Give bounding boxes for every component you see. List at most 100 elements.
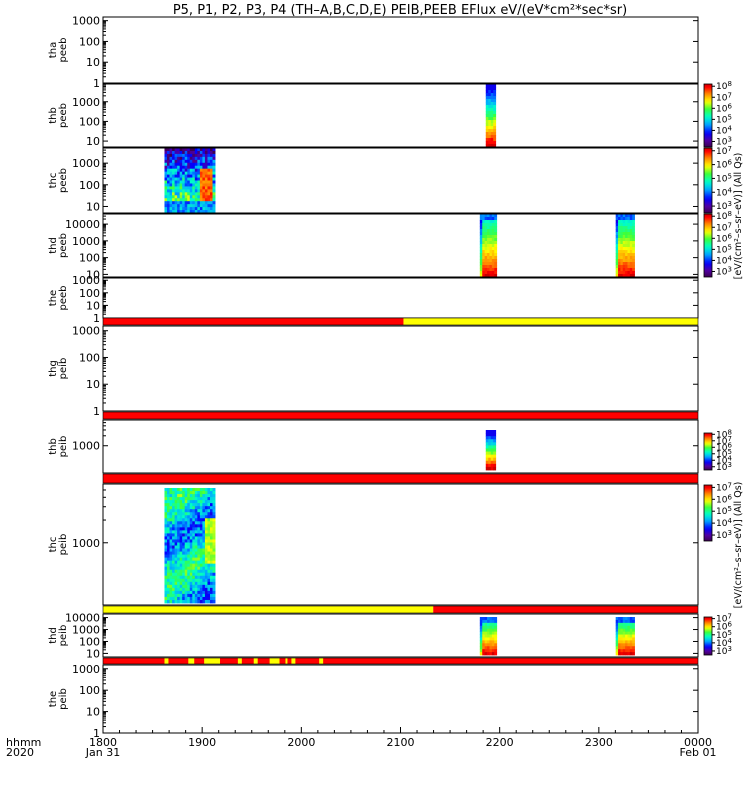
y-tick-label: 100 bbox=[79, 179, 100, 192]
colorbar-exponent: 6 bbox=[727, 102, 732, 110]
panel-label-probe: thd bbox=[48, 237, 59, 254]
colorbar-exponent: 8 bbox=[727, 210, 731, 218]
panel-label-instrument: peib bbox=[58, 625, 69, 647]
colorbar-exponent: 3 bbox=[727, 461, 731, 469]
panel-label-probe: thg bbox=[48, 360, 59, 377]
y-tick-label: 1000 bbox=[72, 325, 100, 338]
colorbar-exponent: 4 bbox=[727, 637, 732, 645]
colorbar-exponent: 3 bbox=[727, 200, 731, 208]
mode-bar-segment bbox=[103, 412, 698, 419]
colorbar-gradient bbox=[703, 83, 713, 148]
colorbar-tick-label: 107 bbox=[716, 481, 732, 493]
y-tick-label: 1000 bbox=[72, 274, 100, 287]
colorbar-tick-label: 104 bbox=[716, 186, 732, 198]
colorbar-tick-label: 103 bbox=[716, 200, 732, 212]
x-axis: hhmm 2020 Jan 31 Feb 01 1800 1900 2000 2100… bbox=[6, 727, 716, 759]
colorbar-gradient bbox=[703, 213, 713, 278]
colorbar-tick-label: 107 bbox=[716, 435, 732, 447]
panel-label-instrument: peib bbox=[58, 358, 69, 380]
mode-bar-frame bbox=[102, 317, 699, 326]
panel-label-probe: thc bbox=[48, 537, 59, 553]
x-axis-row-label-1: hhmm bbox=[6, 736, 41, 749]
colorbar-exponent: 6 bbox=[727, 493, 732, 501]
colorbar-exponent: 7 bbox=[727, 221, 731, 229]
spectrogram-block bbox=[479, 617, 498, 656]
colorbar-exponent: 6 bbox=[727, 621, 732, 629]
panel-frame-thb-peeb bbox=[102, 83, 699, 148]
colorbar-tick-label: 103 bbox=[716, 645, 732, 657]
colorbar-exponent: 4 bbox=[727, 254, 732, 262]
mode-bar-segment bbox=[237, 658, 242, 664]
colorbar-tick-label: 104 bbox=[716, 517, 732, 529]
panel-label-probe: the bbox=[48, 290, 59, 306]
y-tick-label: 10 bbox=[86, 378, 100, 391]
colorbar-gradient bbox=[703, 147, 713, 214]
colorbar-tick-label: 106 bbox=[716, 493, 732, 505]
colorbar-tick-label: 105 bbox=[716, 113, 732, 125]
colorbar-gradient bbox=[703, 432, 713, 471]
panel-frame-tha-peeb bbox=[102, 16, 699, 84]
mode-bar bbox=[102, 411, 699, 420]
panel-label-instrument: peib bbox=[58, 436, 69, 458]
colorbar-exponent: 5 bbox=[727, 629, 731, 637]
colorbar-tick-label: 107 bbox=[716, 145, 732, 157]
colorbar-tick-label: 105 bbox=[716, 172, 732, 184]
colorbar-tick-label: 103 bbox=[716, 265, 732, 277]
panel-label-instrument: peeb bbox=[58, 233, 69, 258]
mode-bar-frame bbox=[102, 657, 699, 665]
colorbar-tick-label: 104 bbox=[716, 454, 732, 466]
mode-bar-segment bbox=[291, 658, 296, 664]
mode-bar-segment bbox=[103, 474, 698, 483]
x-tick-label: 2300 bbox=[585, 736, 613, 749]
colorbar-tick-label: 107 bbox=[716, 221, 732, 233]
colorbar-exponent: 7 bbox=[727, 435, 731, 443]
colorbar-tick-label: 106 bbox=[716, 441, 732, 453]
mode-bar-segment bbox=[188, 658, 195, 664]
colorbar-exponent: 6 bbox=[727, 441, 732, 449]
mode-bar-segment bbox=[285, 658, 288, 664]
y-tick-label: 1 bbox=[93, 312, 100, 325]
mode-bar-frame bbox=[102, 473, 699, 484]
y-tick-label: 100 bbox=[79, 115, 100, 128]
mode-bar bbox=[102, 605, 699, 614]
colorbar-tick-label: 108 bbox=[716, 80, 732, 92]
figure-title: P5, P1, P2, P3, P4 (TH–A,B,C,D,E) PEIB,P… bbox=[173, 3, 627, 18]
panel-label-probe: thc bbox=[48, 173, 59, 189]
panel-label-probe: thd bbox=[48, 627, 59, 644]
panel-label-probe: thb bbox=[48, 438, 59, 455]
panel-label-instrument: peeb bbox=[58, 286, 69, 311]
mode-bar-segment bbox=[204, 658, 221, 664]
panel-label-probe: the bbox=[48, 691, 59, 707]
y-tick-label: 10 bbox=[86, 706, 100, 719]
y-tick-label: 1000 bbox=[72, 440, 100, 453]
y-tick-label: 10 bbox=[86, 56, 100, 69]
colorbar-exponent: 6 bbox=[727, 159, 732, 167]
colorbar-label-peeb: [eV/(cm²–s–sr–eV)] (All Qs) bbox=[733, 153, 744, 280]
colorbar-exponent: 3 bbox=[727, 265, 731, 273]
panel-frame-thc-peeb bbox=[102, 147, 699, 214]
panel-label-instrument: peeb bbox=[58, 38, 69, 63]
colorbar-exponent: 5 bbox=[727, 113, 731, 121]
colorbar-exponent: 3 bbox=[727, 645, 731, 653]
y-tick-label: 10 bbox=[86, 135, 100, 148]
colorbar-exponent: 6 bbox=[727, 232, 732, 240]
panel-frame-thc-peib bbox=[102, 483, 699, 606]
colorbar-tick-label: 104 bbox=[716, 124, 732, 136]
y-tick-label: 1000 bbox=[72, 235, 100, 248]
panel-label-probe: tha bbox=[48, 42, 59, 58]
colorbar-tick-label: 107 bbox=[716, 613, 732, 625]
colorbar-exponent: 5 bbox=[727, 505, 731, 513]
mode-bar-segment bbox=[433, 606, 698, 613]
colorbar-gradient bbox=[703, 484, 713, 542]
colorbar-tick-label: 105 bbox=[716, 243, 732, 255]
colorbar-tick-label: 106 bbox=[716, 621, 732, 633]
colorbar-exponent: 4 bbox=[727, 186, 732, 194]
panel-frame-the-peib bbox=[102, 664, 699, 734]
y-tick-label: 10000 bbox=[65, 612, 100, 625]
colorbar-tick-label: 103 bbox=[716, 461, 732, 473]
